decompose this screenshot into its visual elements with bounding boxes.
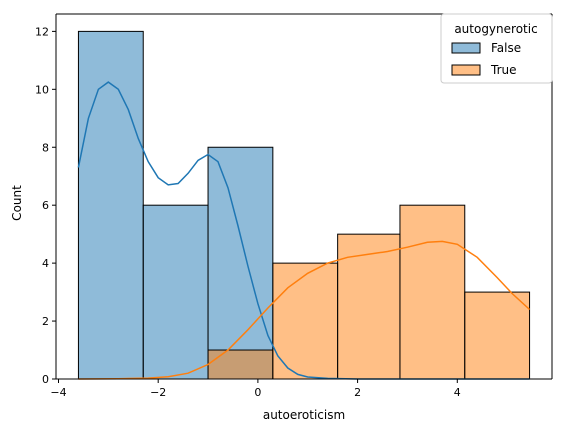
bar-false-2 <box>207 146 274 380</box>
series-true-bars <box>207 204 531 380</box>
y-tick-label: 0 <box>42 373 49 386</box>
bar-false-1 <box>142 204 209 380</box>
y-tick-label: 10 <box>35 83 49 96</box>
y-tick-label: 4 <box>42 257 49 270</box>
legend-label-true: True <box>490 63 517 77</box>
y-axis-label: Count <box>10 185 24 221</box>
legend-swatch-false <box>451 42 481 54</box>
legend-label-false: False <box>491 41 521 55</box>
bar-true-5 <box>399 204 466 380</box>
bar-true-6 <box>464 291 531 380</box>
legend-title: autogynerotic <box>454 22 537 36</box>
x-tick-label: 0 <box>254 386 261 399</box>
y-tick-label: 2 <box>42 315 49 328</box>
bar-true-3 <box>272 262 339 380</box>
series-false-bars <box>77 30 274 380</box>
legend-swatch-true <box>451 64 481 76</box>
ticks: −4 −2 0 2 4 0 2 4 6 8 10 12 <box>35 25 461 399</box>
bar-false-0 <box>77 30 144 380</box>
x-tick-label: 2 <box>354 386 361 399</box>
y-tick-label: 12 <box>35 25 49 38</box>
legend: autogynerotic False True <box>440 13 553 84</box>
bar-true-2 <box>207 349 274 380</box>
bar-true-4 <box>337 233 401 380</box>
kde-line-false <box>77 81 530 380</box>
y-tick-label: 8 <box>42 141 49 154</box>
x-tick-label: −2 <box>150 386 166 399</box>
x-tick-label: 4 <box>454 386 461 399</box>
x-tick-label: −4 <box>50 386 66 399</box>
kde-lines <box>77 81 531 380</box>
y-tick-label: 6 <box>42 199 49 212</box>
x-axis-label: autoeroticism <box>263 408 345 422</box>
kde-line-true <box>78 240 531 380</box>
